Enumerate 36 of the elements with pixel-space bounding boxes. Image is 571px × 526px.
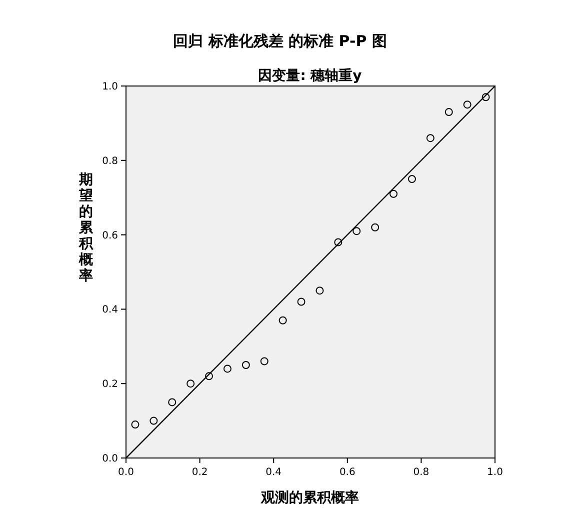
x-axis-title: 观测的累积概率 xyxy=(260,489,359,506)
point xyxy=(150,416,158,425)
y-tick-label: 0.0 xyxy=(102,454,118,464)
point xyxy=(131,420,140,429)
point xyxy=(444,108,453,116)
point xyxy=(168,398,176,406)
point xyxy=(297,298,306,306)
x-tick-label: 0.4 xyxy=(266,467,282,478)
point xyxy=(463,100,472,109)
chart-subtitle: 因变量: 穗轴重y xyxy=(258,67,362,84)
point xyxy=(186,380,195,388)
point xyxy=(390,190,398,198)
point xyxy=(482,93,490,102)
y-tick-label: 0.2 xyxy=(102,379,118,390)
x-tick-label: 0.0 xyxy=(118,467,134,478)
x-tick-label: 1.0 xyxy=(487,467,503,478)
point xyxy=(408,175,416,183)
point xyxy=(426,134,434,142)
y-tick-label: 0.8 xyxy=(102,156,118,167)
x-tick-label: 0.8 xyxy=(413,467,430,478)
y-tick-label: 0.4 xyxy=(102,304,118,316)
point xyxy=(278,316,287,324)
y-axis-title: 期望的累积概率 xyxy=(78,172,94,284)
point xyxy=(242,361,250,369)
chart-title: 回归 标准化残差 的标准 P-P 图 xyxy=(173,32,387,50)
point xyxy=(205,372,214,380)
x-tick-label: 0.2 xyxy=(192,467,208,478)
x-tick-label: 0.6 xyxy=(339,467,356,478)
y-tick-label: 1.0 xyxy=(102,82,118,92)
point xyxy=(223,364,232,373)
point xyxy=(260,357,268,366)
point xyxy=(352,227,361,236)
point xyxy=(334,238,342,246)
point xyxy=(371,223,380,232)
y-tick-label: 0.6 xyxy=(102,230,118,242)
point xyxy=(316,286,324,295)
